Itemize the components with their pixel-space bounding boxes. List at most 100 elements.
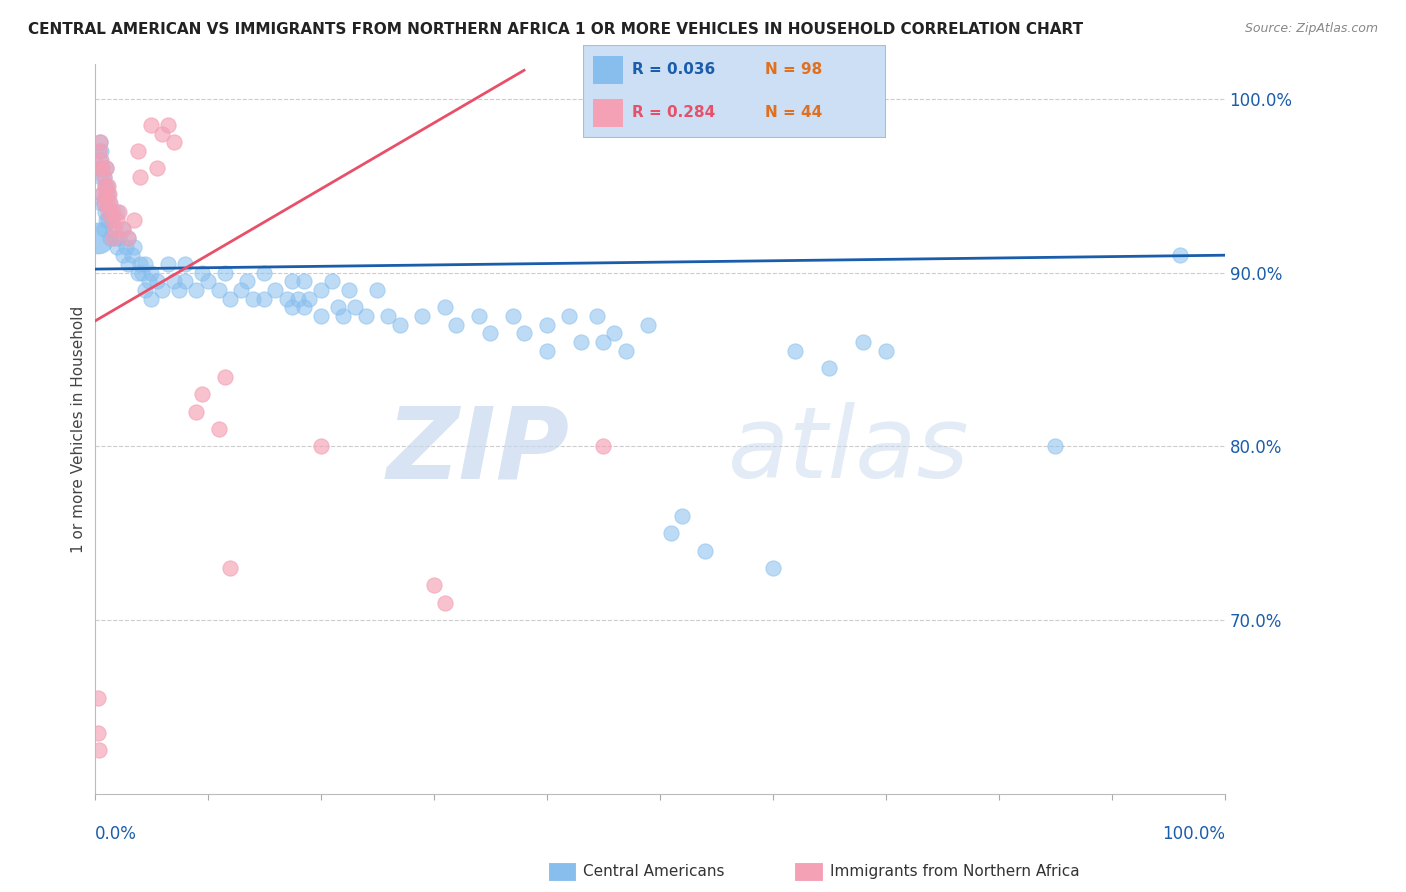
Point	[174, 257, 197, 271]
Point	[214, 266, 236, 280]
Point	[134, 257, 156, 271]
Point	[128, 169, 150, 184]
Point	[411, 309, 433, 323]
Point	[433, 596, 456, 610]
Point	[122, 213, 145, 227]
Point	[91, 161, 114, 176]
Point	[309, 309, 332, 323]
Text: N = 98: N = 98	[765, 62, 823, 78]
Point	[111, 248, 134, 262]
Point	[281, 274, 304, 288]
Point	[122, 239, 145, 253]
Point	[586, 309, 609, 323]
Point	[875, 343, 897, 358]
Point	[87, 144, 110, 158]
Point	[127, 266, 149, 280]
Point	[1168, 248, 1191, 262]
Point	[93, 169, 115, 184]
Point	[513, 326, 536, 341]
Point	[139, 266, 162, 280]
Point	[105, 213, 128, 227]
Text: R = 0.036: R = 0.036	[631, 62, 716, 78]
Point	[163, 135, 186, 149]
Point	[603, 326, 626, 341]
Point	[186, 404, 208, 418]
Point	[93, 178, 115, 193]
Point	[276, 292, 298, 306]
Point	[134, 283, 156, 297]
Point	[87, 144, 110, 158]
Point	[108, 204, 131, 219]
Point	[326, 301, 349, 315]
Point	[96, 178, 118, 193]
Point	[1043, 439, 1066, 453]
Point	[111, 222, 134, 236]
Point	[89, 135, 111, 149]
Point	[105, 204, 128, 219]
Point	[321, 274, 343, 288]
Point	[197, 274, 219, 288]
Point	[98, 196, 121, 211]
Point	[90, 144, 112, 158]
Point	[145, 161, 167, 176]
Point	[97, 178, 120, 193]
Point	[101, 222, 124, 236]
Point	[169, 283, 191, 297]
Point	[128, 257, 150, 271]
Point	[139, 118, 162, 132]
Point	[104, 231, 127, 245]
Point	[89, 153, 111, 167]
Point	[138, 274, 160, 288]
Point	[191, 387, 214, 401]
Text: 100.0%: 100.0%	[1161, 825, 1225, 843]
Point	[87, 231, 110, 245]
Point	[343, 301, 366, 315]
Point	[366, 283, 388, 297]
Text: R = 0.284: R = 0.284	[631, 105, 716, 120]
Point	[157, 118, 180, 132]
Point	[468, 309, 491, 323]
Bar	[592, 56, 623, 84]
Point	[287, 292, 309, 306]
Point	[101, 204, 124, 219]
Point	[97, 187, 120, 202]
Point	[97, 204, 120, 219]
Point	[236, 274, 259, 288]
Point	[115, 239, 138, 253]
Point	[139, 292, 162, 306]
Point	[637, 318, 659, 332]
Point	[150, 127, 173, 141]
Point	[174, 274, 197, 288]
Point	[100, 204, 122, 219]
Point	[150, 283, 173, 297]
Point	[354, 309, 377, 323]
Text: Immigrants from Northern Africa: Immigrants from Northern Africa	[830, 864, 1080, 879]
Point	[292, 274, 315, 288]
Text: Source: ZipAtlas.com: Source: ZipAtlas.com	[1244, 22, 1378, 36]
Point	[100, 213, 122, 227]
Point	[93, 204, 115, 219]
Point	[97, 213, 120, 227]
Point	[87, 726, 110, 740]
Point	[100, 196, 122, 211]
Point	[208, 422, 231, 436]
Point	[298, 292, 321, 306]
Point	[785, 343, 807, 358]
Point	[91, 161, 114, 176]
Point	[108, 231, 131, 245]
Point	[93, 169, 115, 184]
Point	[96, 196, 118, 211]
Point	[93, 196, 115, 211]
Point	[100, 231, 122, 245]
Point	[693, 543, 716, 558]
Point	[536, 318, 558, 332]
Point	[659, 526, 682, 541]
Point	[281, 301, 304, 315]
Point	[388, 318, 411, 332]
Point	[264, 283, 287, 297]
Point	[90, 196, 112, 211]
Point	[536, 343, 558, 358]
Point	[332, 309, 354, 323]
Point	[117, 257, 139, 271]
Point	[93, 222, 115, 236]
